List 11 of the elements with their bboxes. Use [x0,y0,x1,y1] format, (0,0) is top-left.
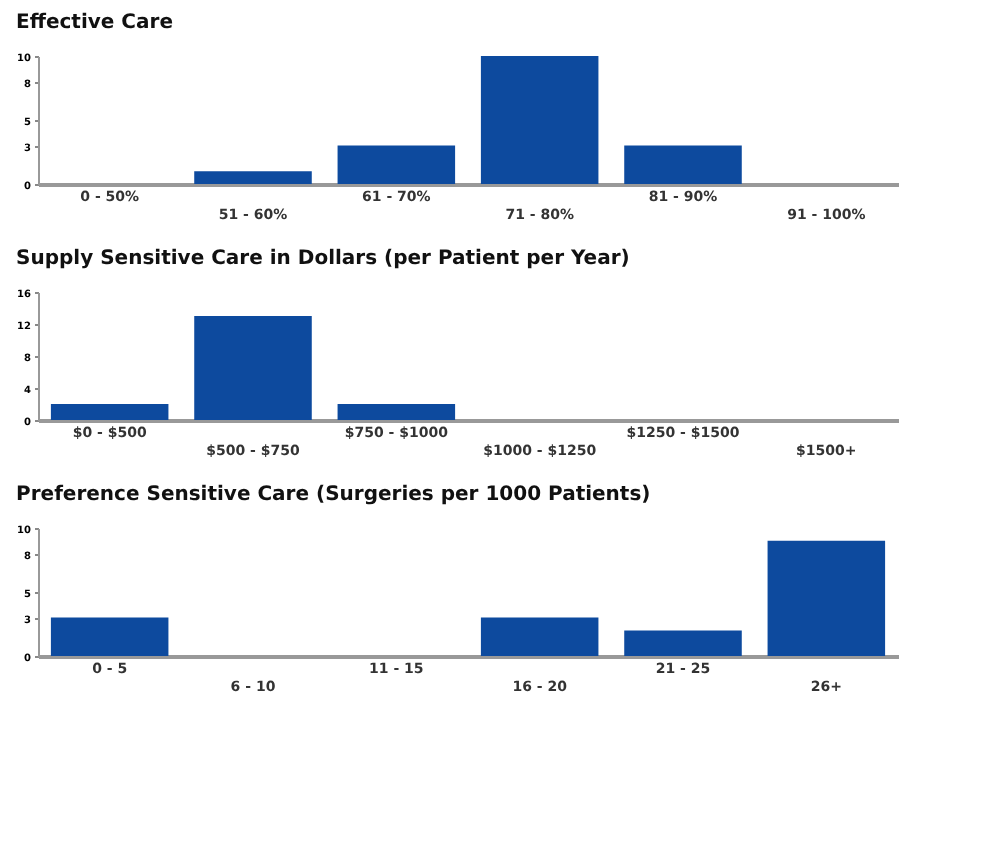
bar [337,145,456,184]
chart-title: Effective Care [16,12,174,34]
bar [194,171,312,184]
chart-title: Preference Sensitive Care (Surgeries per 1000 Patients) [16,484,651,506]
bar [624,630,742,656]
bar [50,617,169,656]
bar [767,540,886,656]
bar [624,145,742,184]
bar [480,617,599,656]
chart-title: Supply Sensitive Care in Dollars (per Patient per Year) [16,248,630,270]
bar [480,56,599,184]
